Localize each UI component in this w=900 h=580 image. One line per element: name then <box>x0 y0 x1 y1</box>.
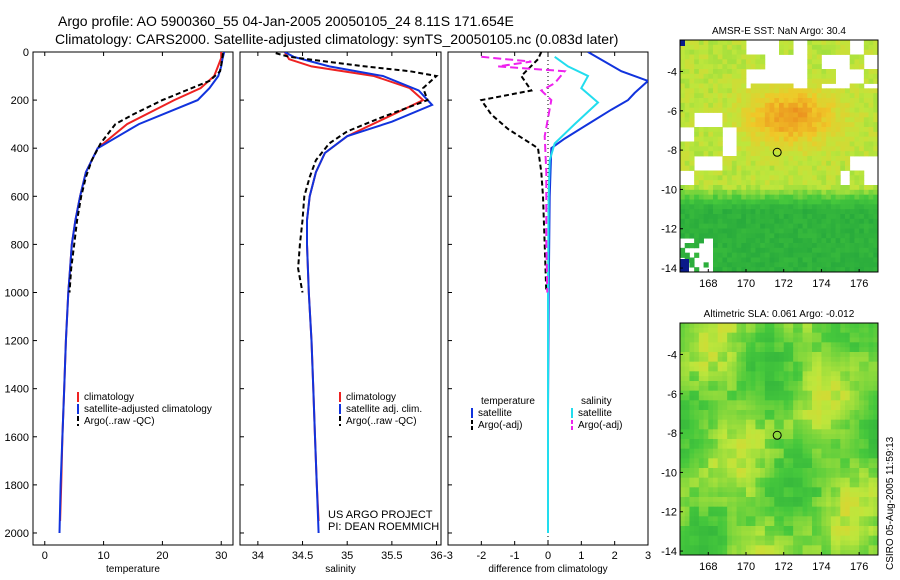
salinity-xtick-label: 35 <box>341 550 353 562</box>
sst_map-xtick-label: 172 <box>775 278 793 290</box>
temperature-ytick-label: 0 <box>23 47 29 59</box>
temperature-xtick-label: 0 <box>42 550 48 562</box>
project-line-1: US ARGO PROJECT <box>328 509 433 521</box>
sla_map-xtick-label: 176 <box>850 561 868 573</box>
salinity-legend-label: Argo(..raw -QC) <box>346 416 417 427</box>
salinity-legend-label: climatology <box>346 392 396 403</box>
temperature-ytick-label: 400 <box>11 143 29 155</box>
side-stamp: CSIRO 05-Aug-2005 11:59:13 <box>885 436 896 570</box>
sla_map-xtick-label: 168 <box>699 561 717 573</box>
sla_map-ytick-label: -12 <box>661 507 677 519</box>
salinity-xtick-label: 35.5 <box>381 550 402 562</box>
sst_map-argo-marker <box>772 147 782 157</box>
difference-series-1 <box>479 52 548 293</box>
difference-legend-label: Argo(-adj) <box>578 420 622 431</box>
difference-xtick-label: 3 <box>645 550 651 562</box>
salinity-xlabel: salinity <box>325 564 356 575</box>
sla_map-cells <box>680 323 879 556</box>
temperature-series-2 <box>68 53 224 293</box>
difference-legend-label: Argo(-adj) <box>478 420 522 431</box>
sst-map-panel: AMSR-E SST: NaN Argo: 30.4 168 170 172 174 17… <box>661 26 879 290</box>
salinity-series-2 <box>275 52 439 293</box>
sst_map-ytick-label: -14 <box>661 263 677 275</box>
difference-xtick-label: 0 <box>545 550 551 562</box>
temperature-legend-label: Argo(..raw -QC) <box>84 416 155 427</box>
legend-title-salinity: salinity <box>581 396 612 407</box>
difference-xtick-label: 2 <box>612 550 618 562</box>
temperature-ytick-label: 200 <box>11 95 29 107</box>
sst_map-xtick-label: 170 <box>737 278 755 290</box>
difference-xtick-label: -3 <box>443 550 453 562</box>
difference-xlabel: difference from climatology <box>488 564 607 575</box>
temperature-ytick-label: 2000 <box>5 528 29 540</box>
temperature-xtick-label: 20 <box>156 550 168 562</box>
sla_map-ytick-label: -6 <box>667 389 677 401</box>
difference-legend-label: satellite <box>578 408 612 419</box>
sst_map-xtick-label: 176 <box>850 278 868 290</box>
sla_map-ytick-label: -8 <box>667 428 677 440</box>
sst_map-ytick-label: -12 <box>661 224 677 236</box>
salinity-xtick-label: 34 <box>252 550 264 562</box>
difference-xtick-label: -2 <box>476 550 486 562</box>
sla_map-frame <box>679 322 879 556</box>
sst_map-xtick-label: 168 <box>699 278 717 290</box>
sst_map-ytick-label: -8 <box>667 145 677 157</box>
temperature-ytick-label: 1600 <box>5 432 29 444</box>
sla_map-ytick-label: -14 <box>661 546 677 558</box>
legend-title-temperature: temperature <box>481 396 535 407</box>
salinity-xtick-label: 34.5 <box>292 550 313 562</box>
title-line-2: Climatology: CARS2000. Satellite-adjuste… <box>55 31 619 47</box>
temperature-ytick-label: 1400 <box>5 384 29 396</box>
temperature-series-1 <box>58 52 226 534</box>
difference-panel: -3 -2 -1 0 1 2 3 difference from climatology tem… <box>443 51 651 575</box>
sla_map-xtick-label: 170 <box>737 561 755 573</box>
sla_map-xtick-label: 172 <box>775 561 793 573</box>
sst-low-patch <box>680 259 689 272</box>
difference-xtick-label: -1 <box>510 550 520 562</box>
temperature-frame <box>32 51 234 546</box>
sla_map-argo-marker <box>772 430 782 440</box>
salinity-panel: 34 34.5 35 35.5 36 salinity climatologysatelli… <box>239 51 443 575</box>
sla_map-ytick-label: -4 <box>667 349 677 361</box>
title-line-1: Argo profile: AO 5900360_55 04-Jan-2005 … <box>58 13 514 29</box>
temperature-xtick-label: 10 <box>97 550 109 562</box>
sla-map-panel: Altimetric SLA: 0.061 Argo: -0.012 168 170… <box>661 309 879 573</box>
difference-legend-label: satellite <box>478 408 512 419</box>
temperature-legend-label: climatology <box>84 392 134 403</box>
sst-corner-patch <box>680 40 685 46</box>
sst_map-ytick-label: -6 <box>667 106 677 118</box>
sst_map-ytick-label: -10 <box>661 184 677 196</box>
sst_map-ytick-label: -4 <box>667 66 677 78</box>
sla_map-xtick-label: 174 <box>812 561 830 573</box>
temperature-ytick-label: 1000 <box>5 287 29 299</box>
temperature-xtick-label: 30 <box>215 550 227 562</box>
difference-xtick-label: 1 <box>578 550 584 562</box>
salinity-series-1 <box>284 52 434 534</box>
sst_map-title: AMSR-E SST: NaN Argo: 30.4 <box>712 26 846 37</box>
difference-series-3 <box>481 55 567 293</box>
sla_map-title: Altimetric SLA: 0.061 Argo: -0.012 <box>704 309 855 320</box>
temperature-ytick-label: 800 <box>11 239 29 251</box>
temperature-panel: 0 10 20 30 0 200 400 600 800 1000 1200 1400 1600 1800… <box>5 47 234 575</box>
salinity-xtick-label: 36 <box>430 550 442 562</box>
temperature-ytick-label: 600 <box>11 191 29 203</box>
sst_map-xtick-label: 174 <box>812 278 830 290</box>
sla_map-ytick-label: -10 <box>661 467 677 479</box>
sst_map-frame <box>679 39 879 273</box>
temperature-xlabel: temperature <box>106 564 160 575</box>
temperature-ytick-label: 1800 <box>5 480 29 492</box>
sst_map-cells <box>680 40 879 273</box>
temperature-legend-label: satellite-adjusted climatology <box>84 404 212 415</box>
project-line-2: PI: DEAN ROEMMICH <box>328 521 439 533</box>
salinity-frame <box>239 51 442 546</box>
difference-series-2 <box>547 55 600 533</box>
salinity-legend-label: satellite adj. clim. <box>346 404 422 415</box>
temperature-ytick-label: 1200 <box>5 336 29 348</box>
